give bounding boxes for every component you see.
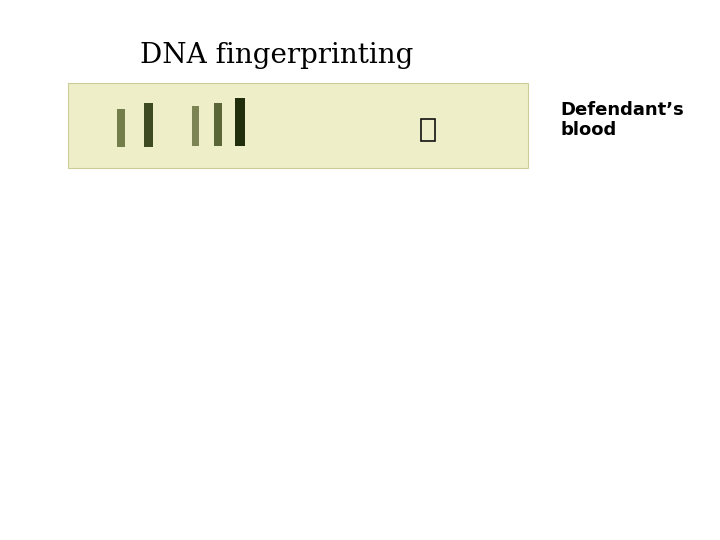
Text: Defendant’s
blood: Defendant’s blood (560, 100, 684, 139)
Bar (143, 103, 153, 147)
Bar (214, 103, 222, 145)
Bar (192, 106, 199, 146)
Bar (421, 119, 435, 141)
Bar (235, 98, 245, 146)
Bar (117, 109, 125, 147)
Text: DNA fingerprinting: DNA fingerprinting (140, 42, 413, 69)
Bar (68, 83, 528, 168)
